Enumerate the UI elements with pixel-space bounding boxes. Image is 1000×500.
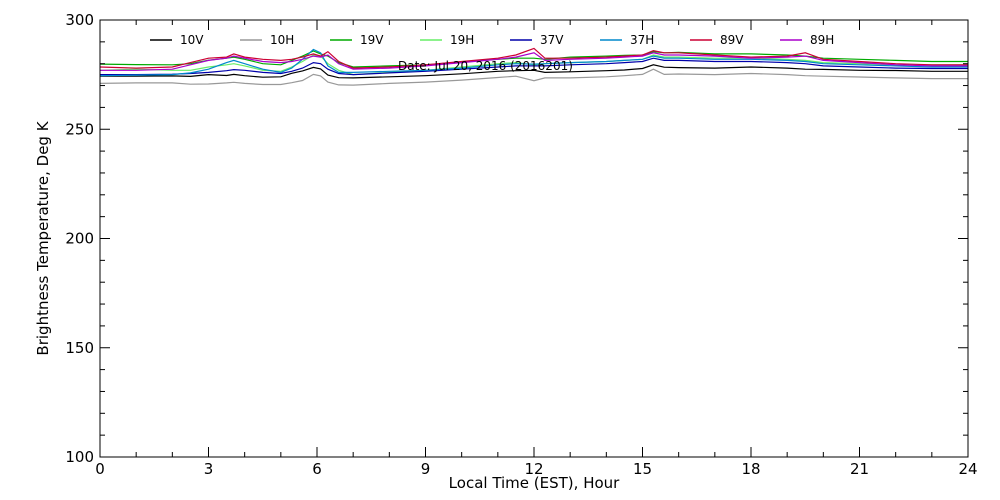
x-tick-label: 24: [958, 460, 977, 478]
y-tick-label: 200: [65, 230, 94, 248]
x-tick-label: 21: [850, 460, 869, 478]
x-tick-label: 9: [421, 460, 431, 478]
legend-label-89h: 89H: [810, 33, 834, 47]
x-axis-label: Local Time (EST), Hour: [449, 474, 620, 492]
x-tick-label: 15: [633, 460, 652, 478]
legend-label-89v: 89V: [720, 33, 744, 47]
series-line-10h: [99, 68, 968, 86]
y-tick-label: 300: [65, 11, 94, 29]
series-line-89v: [99, 47, 968, 69]
series-line-37h: [99, 48, 968, 77]
series-line-10v: [100, 64, 968, 79]
legend-label-19h: 19H: [450, 33, 474, 47]
legend: 10V 10H 19V 19H 37V 37H 89V 89H: [150, 33, 834, 47]
x-axis-ticks: 0 3 6 9 12 15 18 21 24: [95, 20, 978, 478]
series-line-89h: [100, 52, 968, 71]
y-tick-label: 150: [65, 339, 94, 357]
legend-label-37v: 37V: [540, 33, 564, 47]
y-axis-label: Brightness Temperature, Deg K: [34, 120, 52, 355]
legend-label-19v: 19V: [360, 33, 384, 47]
series-layer: [99, 47, 968, 86]
y-axis-ticks: 100 150 200 250 300: [65, 11, 968, 466]
legend-label-10h: 10H: [270, 33, 294, 47]
x-tick-label: 12: [524, 460, 543, 478]
y-tick-label: 100: [65, 448, 94, 466]
date-annotation: Date: Jul 20, 2016 (2016201): [398, 59, 573, 73]
series-line-37v: [100, 57, 968, 76]
x-tick-label: 6: [312, 460, 322, 478]
y-tick-label: 250: [65, 120, 94, 138]
plot-frame: [99, 19, 969, 458]
x-tick-label: 3: [204, 460, 214, 478]
x-tick-label: 18: [741, 460, 760, 478]
legend-label-10v: 10V: [180, 33, 204, 47]
legend-label-37h: 37H: [630, 33, 654, 47]
series-line-19h: [99, 54, 968, 76]
x-tick-label: 0: [95, 460, 105, 478]
